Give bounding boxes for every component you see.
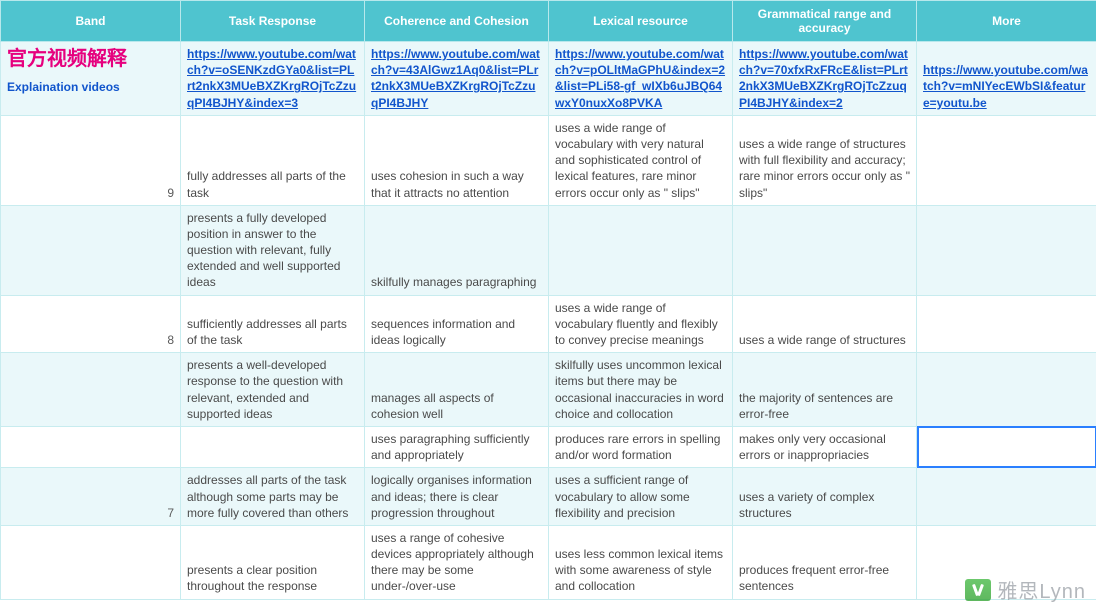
content-cell[interactable]: uses cohesion in such a way that it attr… — [365, 115, 549, 205]
table-row: 7addresses all parts of the task althoug… — [1, 468, 1096, 526]
link-task[interactable]: https://www.youtube.com/watch?v=oSENKzdG… — [187, 47, 356, 110]
content-cell[interactable]: logically organises information and idea… — [365, 468, 549, 526]
content-cell[interactable]: manages all aspects of cohesion well — [365, 353, 549, 427]
content-cell[interactable]: uses a wide range of vocabulary with ver… — [549, 115, 733, 205]
content-cell[interactable] — [733, 205, 917, 295]
content-cell[interactable] — [917, 115, 1096, 205]
content-cell[interactable]: addresses all parts of the task although… — [181, 468, 365, 526]
content-cell[interactable]: sufficiently addresses all parts of the … — [181, 295, 365, 353]
content-cell[interactable]: uses a sufficient range of vocabulary to… — [549, 468, 733, 526]
content-cell[interactable]: uses less common lexical items with some… — [549, 525, 733, 599]
col-more: More — [917, 1, 1096, 42]
content-cell[interactable]: the majority of sentences are error-free — [733, 353, 917, 427]
content-cell[interactable]: presents a well-developed response to th… — [181, 353, 365, 427]
col-coherence: Coherence and Cohesion — [365, 1, 549, 42]
content-cell[interactable]: uses a wide range of structures with ful… — [733, 115, 917, 205]
content-cell[interactable]: sequences information and ideas logicall… — [365, 295, 549, 353]
content-cell[interactable]: uses a range of cohesive devices appropr… — [365, 525, 549, 599]
video-links-row: 官方视频解释 Explaination videos https://www.y… — [1, 42, 1096, 116]
header-row: Band Task Response Coherence and Cohesio… — [1, 1, 1096, 42]
link-more[interactable]: https://www.youtube.com/watch?v=mNIYecEW… — [923, 63, 1088, 109]
link-lexical[interactable]: https://www.youtube.com/watch?v=pOLltMaG… — [555, 47, 725, 110]
band-cell[interactable]: 7 — [1, 468, 181, 526]
content-cell[interactable] — [549, 205, 733, 295]
content-cell[interactable] — [917, 468, 1096, 526]
content-cell[interactable] — [917, 295, 1096, 353]
wechat-icon — [965, 579, 991, 601]
watermark-text: 雅思Lynn — [997, 575, 1086, 604]
col-task: Task Response — [181, 1, 365, 42]
content-cell[interactable] — [917, 205, 1096, 295]
content-cell[interactable]: presents a fully developed position in a… — [181, 205, 365, 295]
content-cell[interactable]: skilfully manages paragraphing — [365, 205, 549, 295]
content-cell[interactable]: uses a wide range of vocabulary fluently… — [549, 295, 733, 353]
band-cell[interactable] — [1, 205, 181, 295]
content-cell[interactable]: uses a variety of complex structures — [733, 468, 917, 526]
content-cell[interactable]: uses a wide range of structures — [733, 295, 917, 353]
link-coherence[interactable]: https://www.youtube.com/watch?v=43AlGwz1… — [371, 47, 540, 110]
table-row: presents a clear position throughout the… — [1, 525, 1096, 599]
band-cell[interactable]: 9 — [1, 115, 181, 205]
content-cell[interactable]: produces frequent error-free sentences — [733, 525, 917, 599]
watermark: 雅思Lynn — [965, 575, 1086, 604]
chinese-title: 官方视频解释 — [7, 46, 174, 73]
col-grammar: Grammatical range and accuracy — [733, 1, 917, 42]
content-cell[interactable] — [917, 426, 1096, 467]
rubric-table: Band Task Response Coherence and Cohesio… — [0, 0, 1096, 600]
col-lexical: Lexical resource — [549, 1, 733, 42]
table-row: presents a fully developed position in a… — [1, 205, 1096, 295]
content-cell[interactable]: fully addresses all parts of the task — [181, 115, 365, 205]
content-cell[interactable]: produces rare errors in spelling and/or … — [549, 426, 733, 467]
table-row: presents a well-developed response to th… — [1, 353, 1096, 427]
content-cell[interactable]: skilfully uses uncommon lexical items bu… — [549, 353, 733, 427]
table-row: 8sufficiently addresses all parts of the… — [1, 295, 1096, 353]
table-row: 9fully addresses all parts of the task u… — [1, 115, 1096, 205]
band-cell[interactable]: 8 — [1, 295, 181, 353]
content-cell[interactable] — [181, 426, 365, 467]
content-cell[interactable] — [917, 353, 1096, 427]
band-cell[interactable] — [1, 426, 181, 467]
table-row: uses paragraphing sufficiently and appro… — [1, 426, 1096, 467]
content-cell[interactable]: makes only very occasional errors or ina… — [733, 426, 917, 467]
content-cell[interactable]: presents a clear position throughout the… — [181, 525, 365, 599]
band-cell[interactable] — [1, 525, 181, 599]
band-cell[interactable] — [1, 353, 181, 427]
content-cell[interactable]: uses paragraphing sufficiently and appro… — [365, 426, 549, 467]
link-grammar[interactable]: https://www.youtube.com/watch?v=70xfxRxF… — [739, 47, 908, 110]
col-band: Band — [1, 1, 181, 42]
explanation-label: Explaination videos — [7, 80, 120, 94]
